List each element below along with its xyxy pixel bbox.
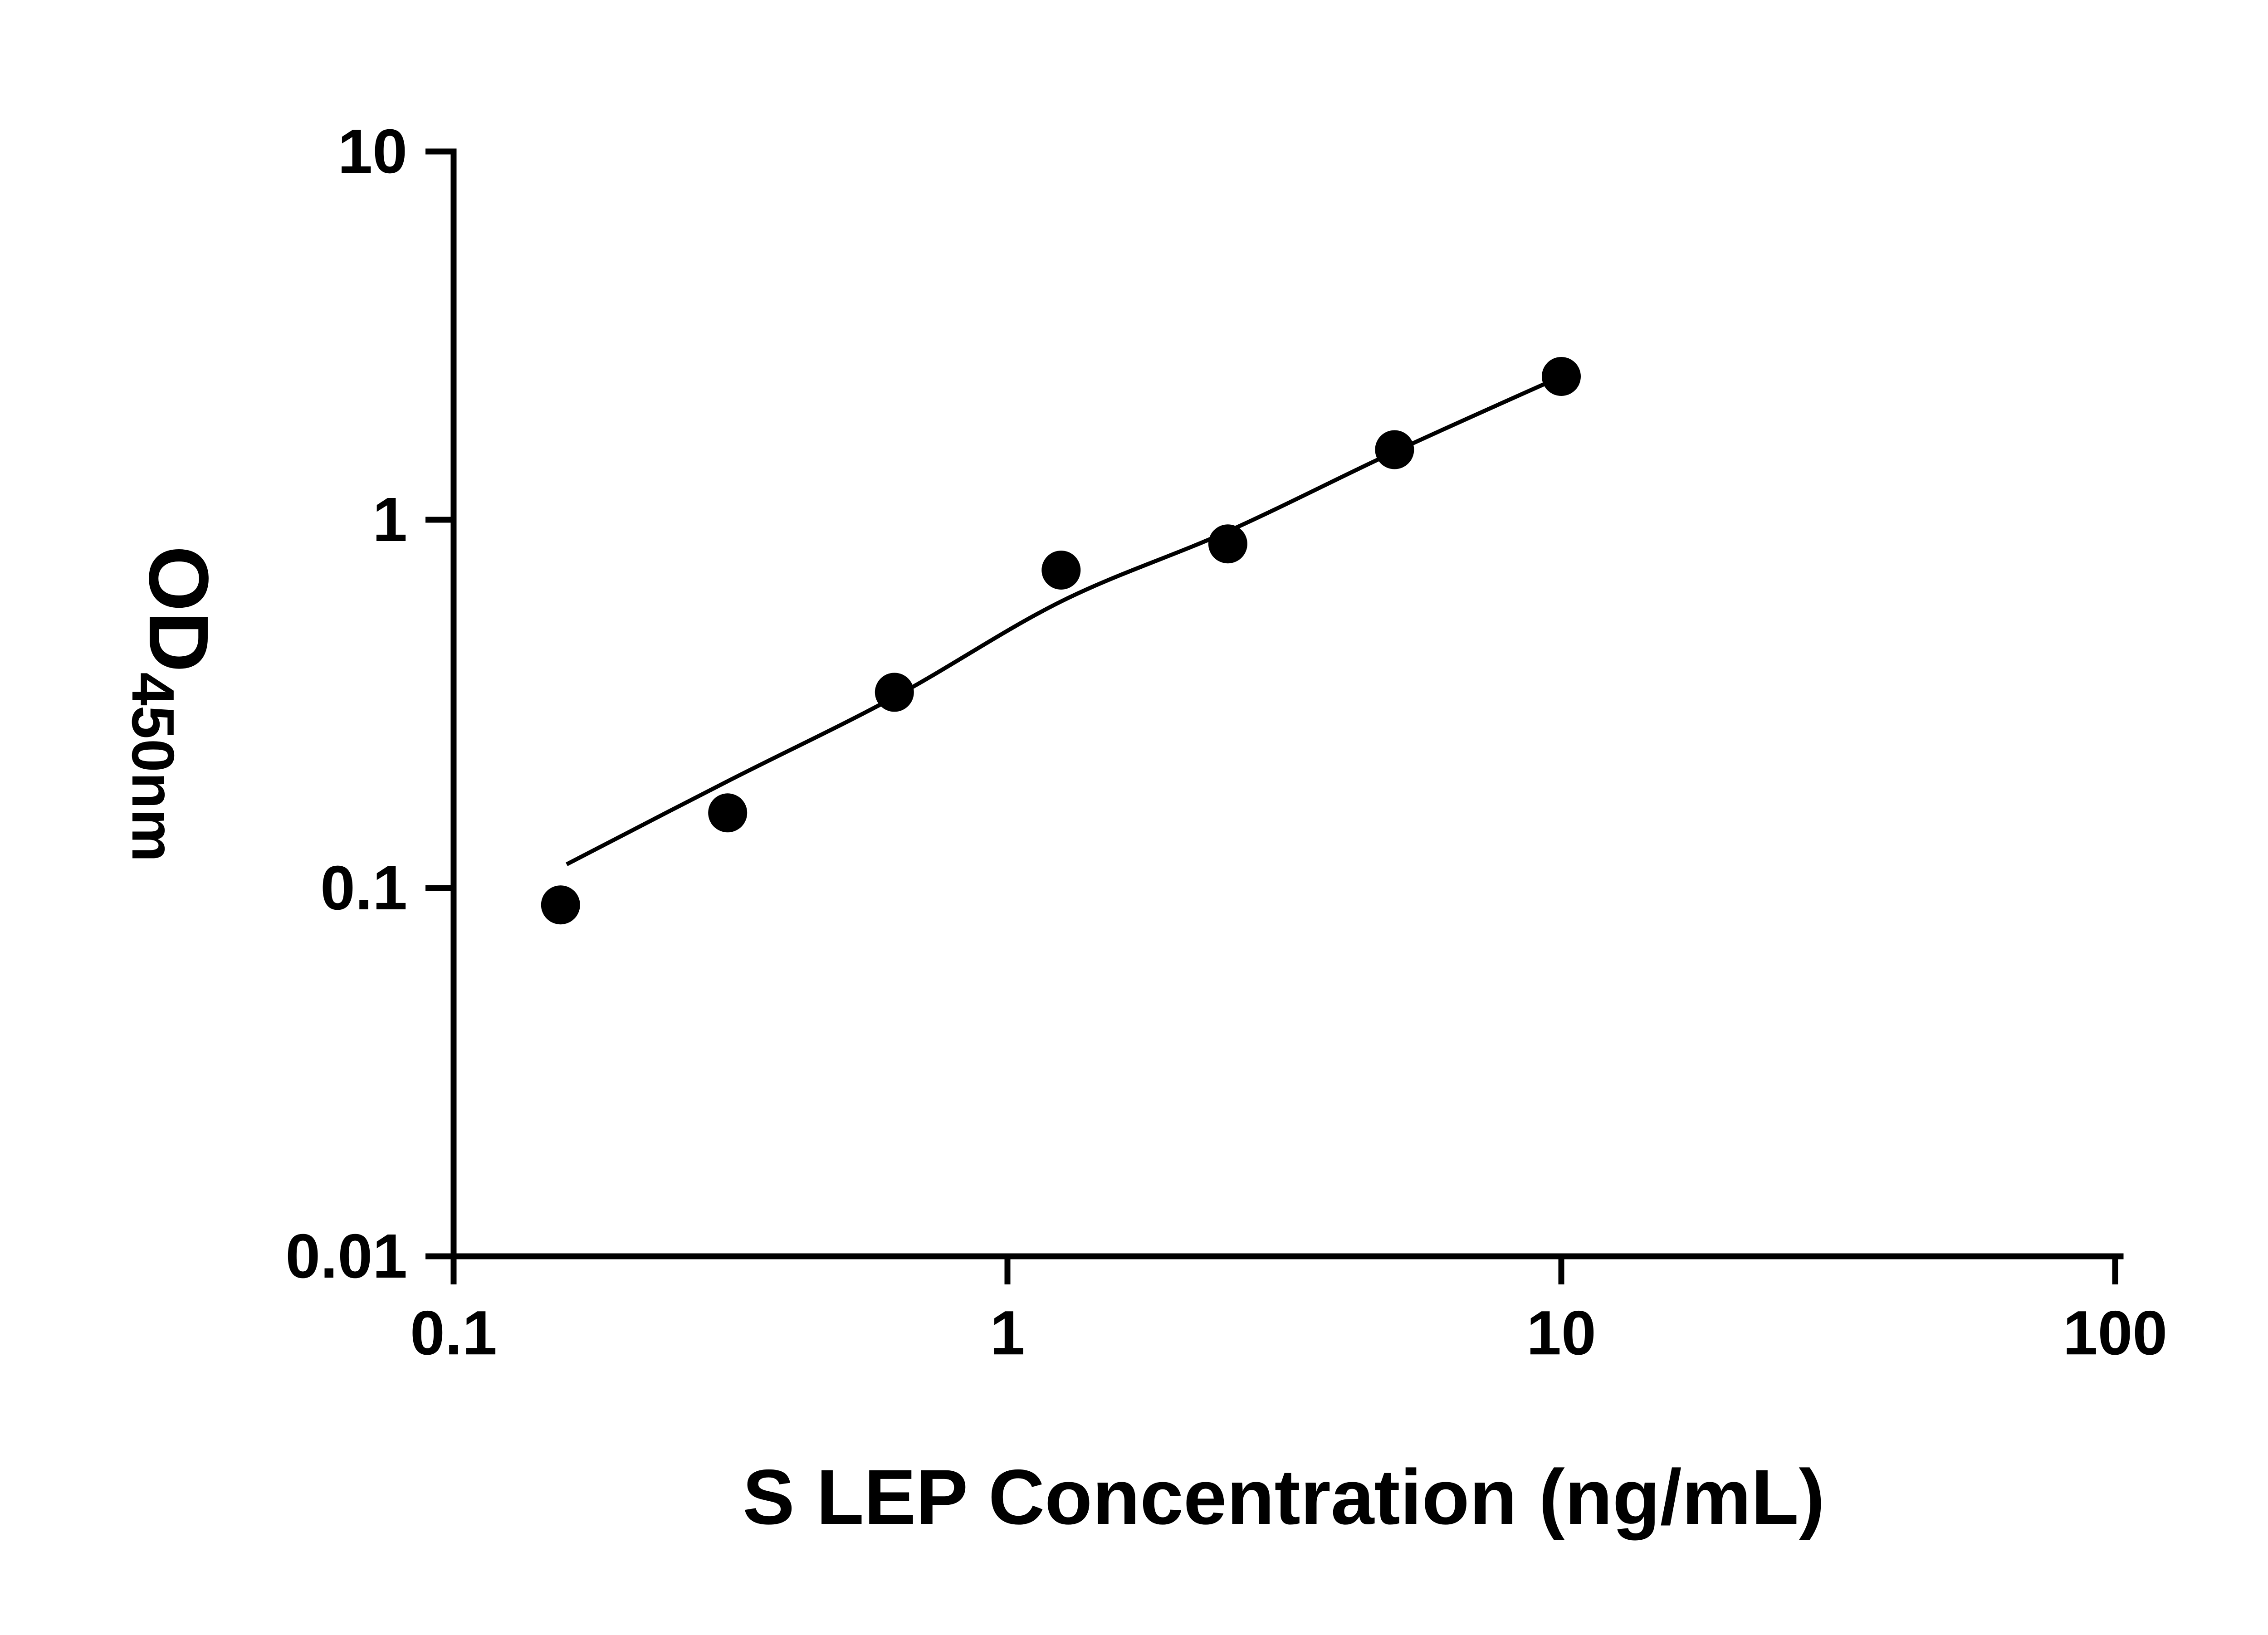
data-point: [1208, 524, 1247, 564]
y-axis-title-main: OD: [132, 546, 225, 672]
data-point: [1375, 430, 1414, 469]
x-tick-label: 1: [990, 1298, 1025, 1368]
data-point: [1542, 357, 1581, 396]
data-point: [1041, 551, 1081, 590]
axes: [450, 148, 2124, 1259]
y-tick-label: 1: [372, 485, 407, 555]
x-tick-label: 10: [1526, 1298, 1596, 1368]
x-axis-title: S LEP Concentration (ng/mL): [743, 1454, 1825, 1541]
data-point: [708, 793, 748, 833]
y-tick-label: 0.1: [320, 853, 407, 923]
data-points-layer: [541, 357, 1581, 925]
data-point: [541, 885, 580, 925]
x-tick-label: 0.1: [410, 1298, 497, 1368]
y-axis-title: OD450nm: [120, 546, 225, 862]
y-tick-label: 0.01: [285, 1221, 407, 1291]
x-tick-label: 100: [2063, 1298, 2167, 1368]
data-point: [875, 673, 914, 712]
y-axis-title-subscript: 450nm: [120, 672, 186, 862]
y-tick-label: 10: [338, 117, 408, 186]
